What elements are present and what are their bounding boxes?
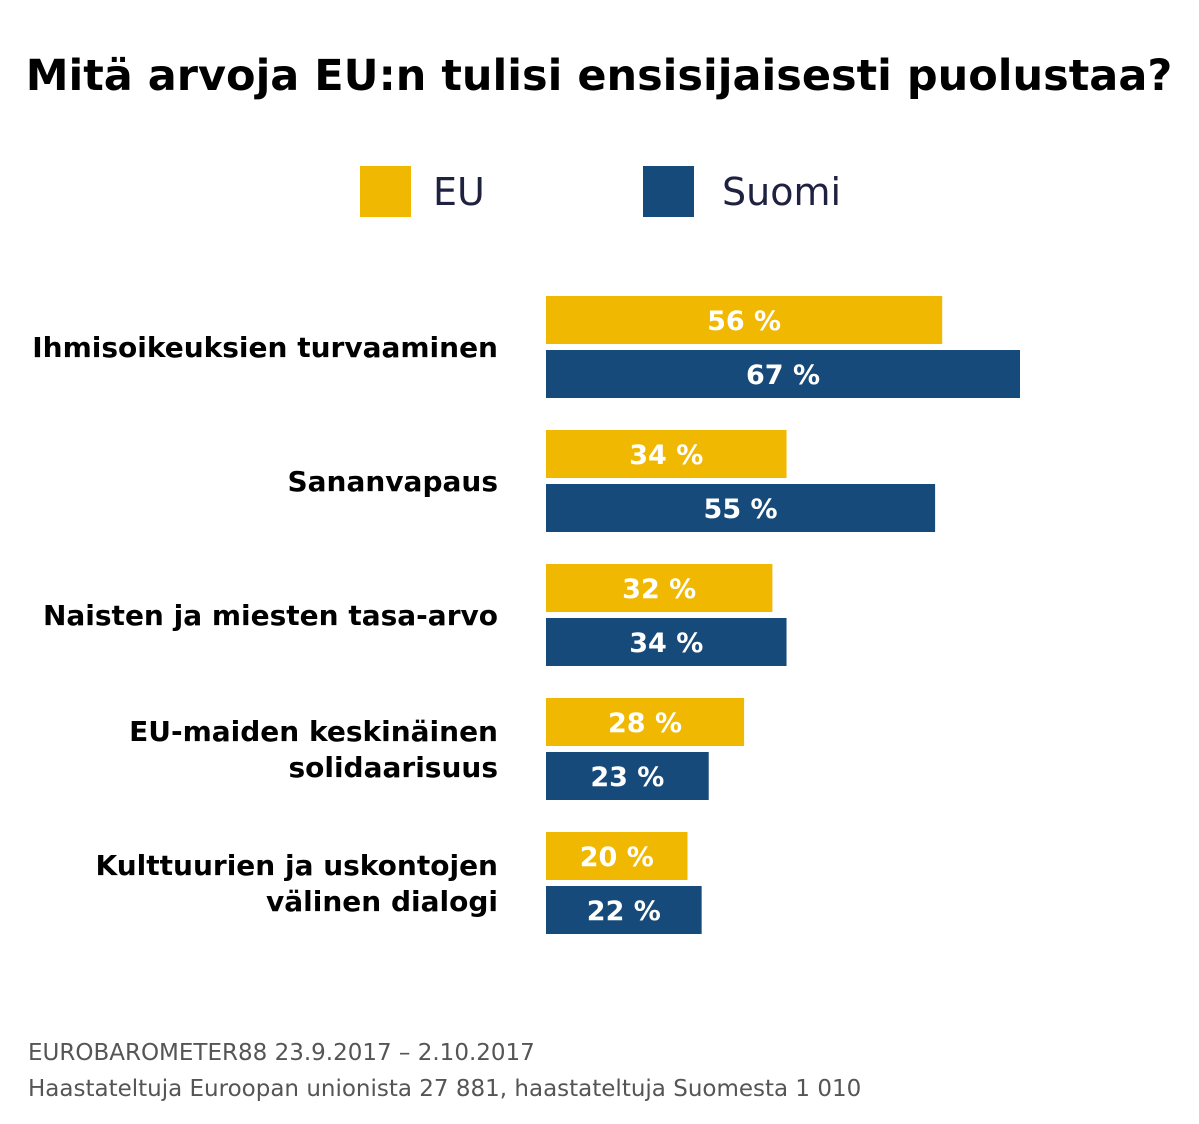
legend-swatch-suomi <box>643 166 694 217</box>
legend-swatch-eu <box>360 166 411 217</box>
bar-value-label: 34 % <box>629 440 703 471</box>
bar-suomi <box>546 752 709 800</box>
bar-suomi <box>546 484 936 532</box>
bar-value-label: 22 % <box>587 896 661 927</box>
bar-eu <box>546 698 745 746</box>
bar-eu <box>546 296 943 344</box>
bar-eu <box>546 832 688 880</box>
bar-eu <box>546 564 773 612</box>
footnote-source: EUROBAROMETER88 23.9.2017 – 2.10.2017 <box>28 1040 535 1066</box>
legend: EU Suomi <box>360 166 841 217</box>
bar-suomi <box>546 350 1020 398</box>
bar-value-label: 20 % <box>580 842 654 873</box>
legend-label-eu: EU <box>433 170 485 214</box>
plot-area: Ihmisoikeuksien turvaaminen 56 % 67 % Sanan… <box>32 296 1020 934</box>
category-label: solidaarisuus <box>288 751 498 784</box>
bar-suomi <box>546 618 787 666</box>
bar-value-label: 55 % <box>704 494 778 525</box>
bar-suomi <box>546 886 702 934</box>
bar-value-label: 23 % <box>590 762 664 793</box>
bar-value-label: 32 % <box>622 574 696 605</box>
category-label: Kulttuurien ja uskontojen <box>96 849 498 882</box>
bar-value-label: 28 % <box>608 708 682 739</box>
legend-label-suomi: Suomi <box>722 170 841 214</box>
bar-eu <box>546 430 787 478</box>
category-label: Naisten ja miesten tasa-arvo <box>43 599 498 632</box>
category-label: välinen dialogi <box>266 885 498 918</box>
category-label: EU-maiden keskinäinen <box>129 715 498 748</box>
footnote-sample: Haastateltuja Euroopan unionista 27 881,… <box>28 1076 861 1102</box>
chart-title: Mitä arvoja EU:n tulisi ensisijaisesti p… <box>26 51 1173 101</box>
category-label: Sananvapaus <box>287 465 498 498</box>
category-label: Ihmisoikeuksien turvaaminen <box>32 331 498 364</box>
bar-value-label: 67 % <box>746 360 820 391</box>
bar-value-label: 56 % <box>707 306 781 337</box>
bar-value-label: 34 % <box>629 628 703 659</box>
